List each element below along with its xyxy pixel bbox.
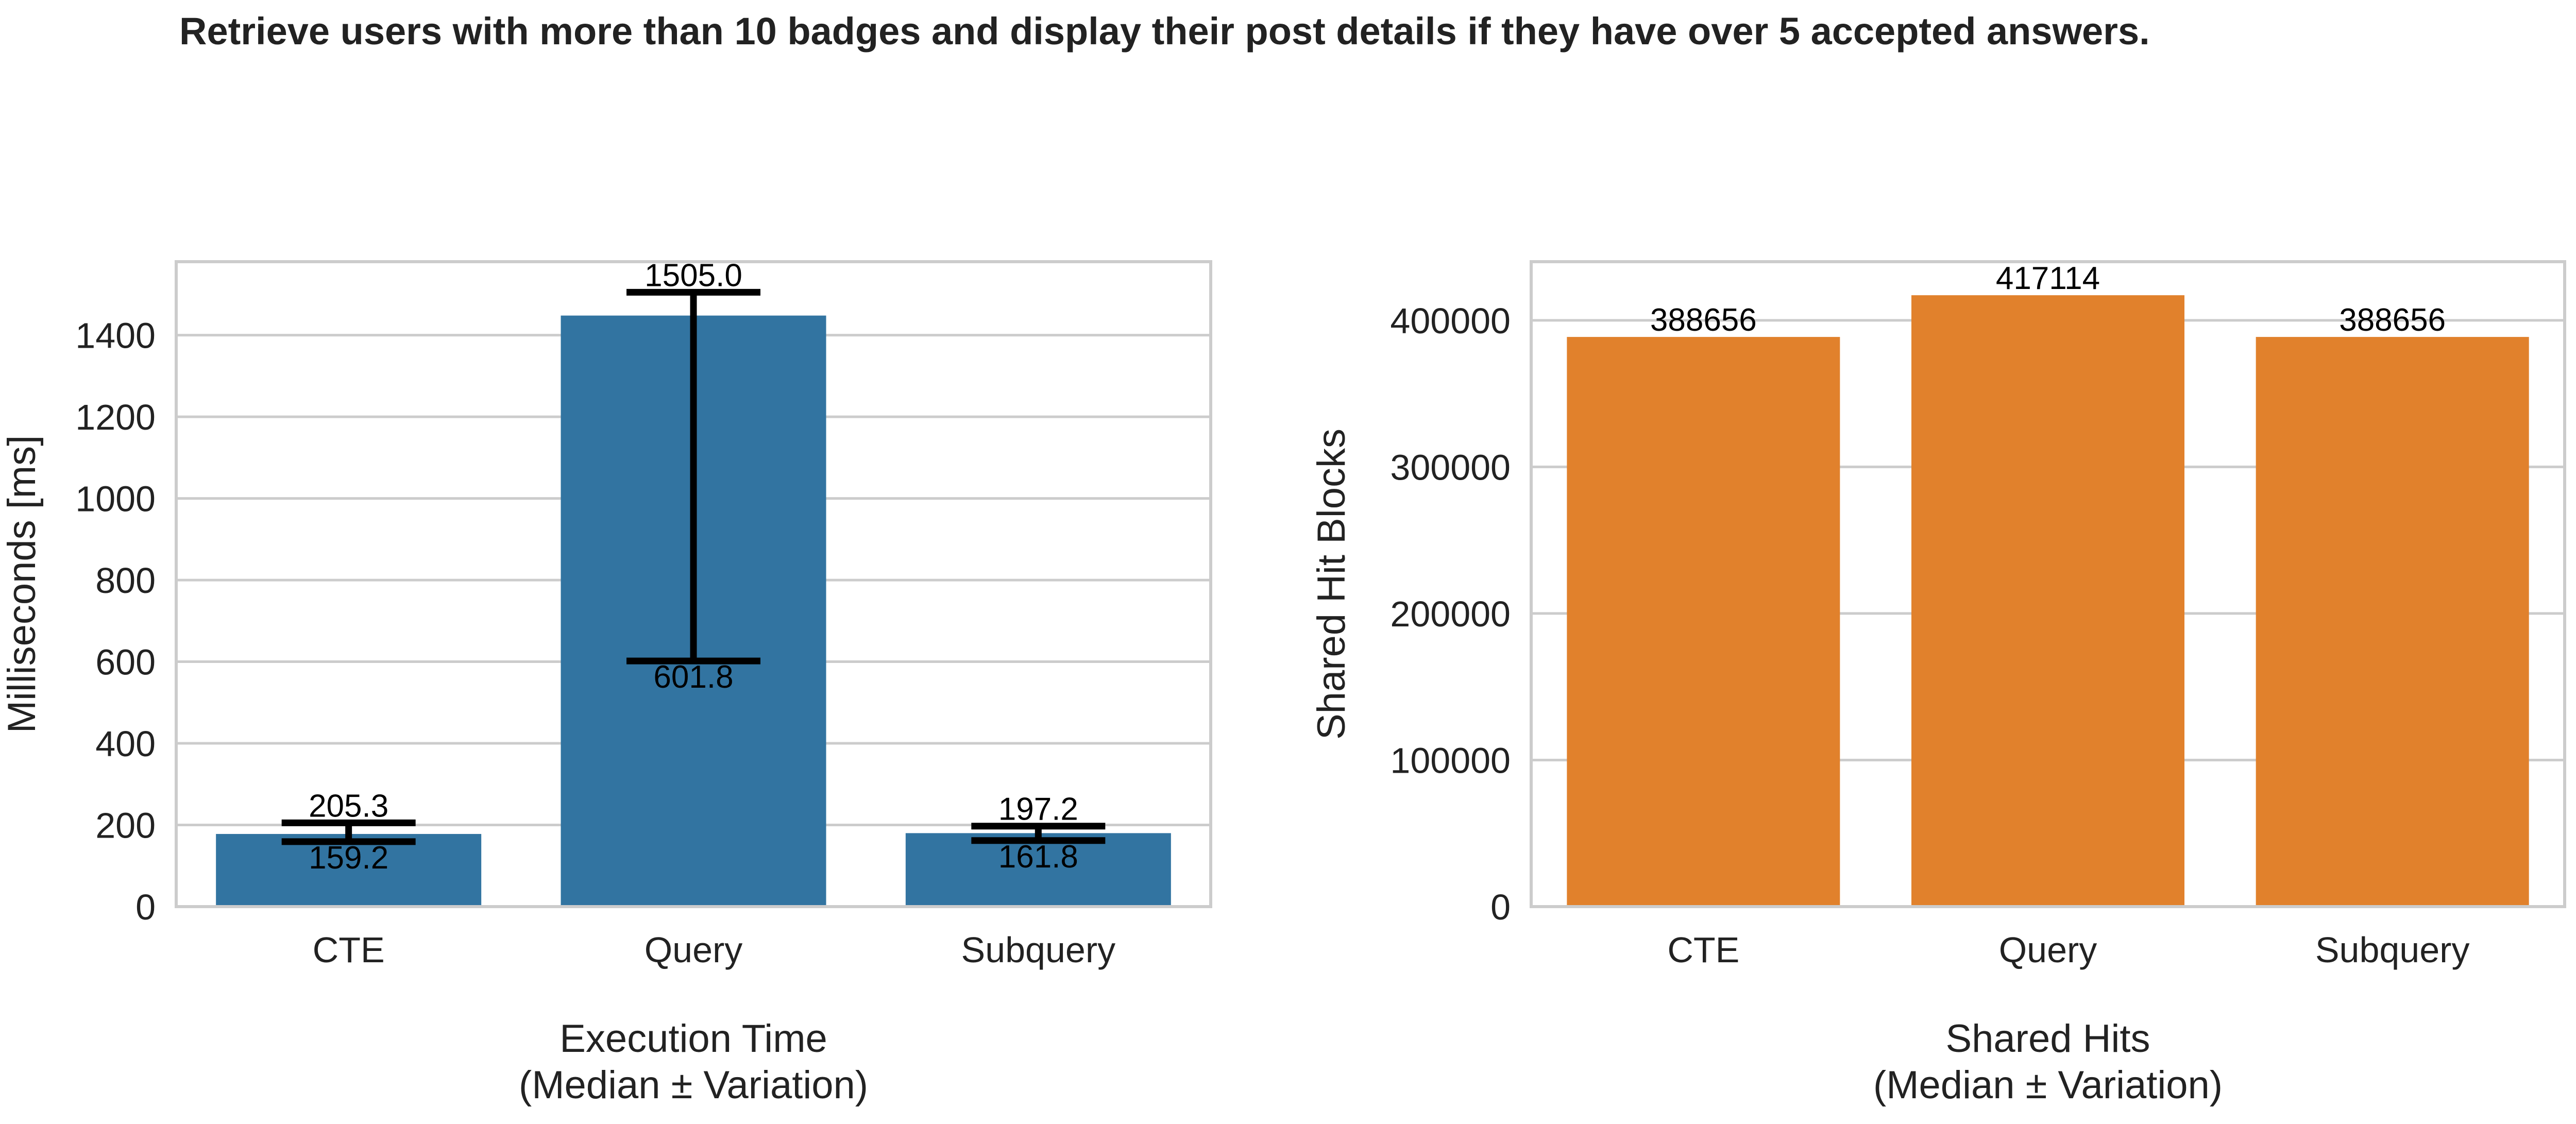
bar <box>1911 295 2184 907</box>
x-tick-label: Subquery <box>961 930 1116 970</box>
axes-frame <box>1530 260 2566 908</box>
x-tick-label: CTE <box>313 930 385 970</box>
axes-frame <box>175 260 1212 908</box>
x-tick-label: Query <box>1999 930 2097 970</box>
y-tick-label: 100000 <box>1390 740 1511 780</box>
bar <box>216 833 482 907</box>
bar-value-label: 388656 <box>1650 302 1757 338</box>
y-tick-label: 1200 <box>75 397 156 437</box>
y-tick-label: 200 <box>95 806 156 846</box>
bar <box>2256 337 2529 907</box>
error-low-label: 601.8 <box>653 659 733 695</box>
y-tick-label: 0 <box>1490 887 1511 927</box>
y-tick-label: 200000 <box>1390 594 1511 634</box>
bar-value-label: 388656 <box>2339 302 2446 338</box>
y-axis-label: Shared Hit Blocks <box>1310 429 1353 740</box>
y-tick-label: 300000 <box>1390 447 1511 487</box>
y-tick-label: 400 <box>95 724 156 764</box>
y-tick-label: 0 <box>135 887 156 927</box>
x-tick-label: Query <box>645 930 743 970</box>
y-tick-label: 400000 <box>1390 301 1511 341</box>
x-axis-label: Shared Hits <box>1945 1017 2150 1061</box>
x-axis-label-sub: (Median ± Variation) <box>1873 1063 2223 1107</box>
x-tick-label: Subquery <box>2315 930 2470 970</box>
x-axis-label: Execution Time <box>560 1017 827 1061</box>
y-tick-label: 600 <box>95 642 156 683</box>
error-low-label: 159.2 <box>309 840 388 876</box>
y-tick-label: 1000 <box>75 479 156 519</box>
error-high-label: 197.2 <box>998 792 1078 827</box>
bar <box>1567 337 1840 907</box>
x-tick-label: CTE <box>1667 930 1739 970</box>
figure-title: Retrieve users with more than 10 badges … <box>179 10 2150 53</box>
y-tick-label: 1400 <box>75 316 156 356</box>
y-tick-label: 800 <box>95 560 156 601</box>
bar <box>905 833 1171 907</box>
x-axis-label-sub: (Median ± Variation) <box>519 1063 868 1107</box>
error-high-label: 1505.0 <box>645 258 742 293</box>
y-axis-label: Milliseconds [ms] <box>0 435 44 734</box>
bar-value-label: 417114 <box>1996 261 2100 296</box>
error-low-label: 161.8 <box>998 839 1078 875</box>
error-high-label: 205.3 <box>309 788 388 824</box>
